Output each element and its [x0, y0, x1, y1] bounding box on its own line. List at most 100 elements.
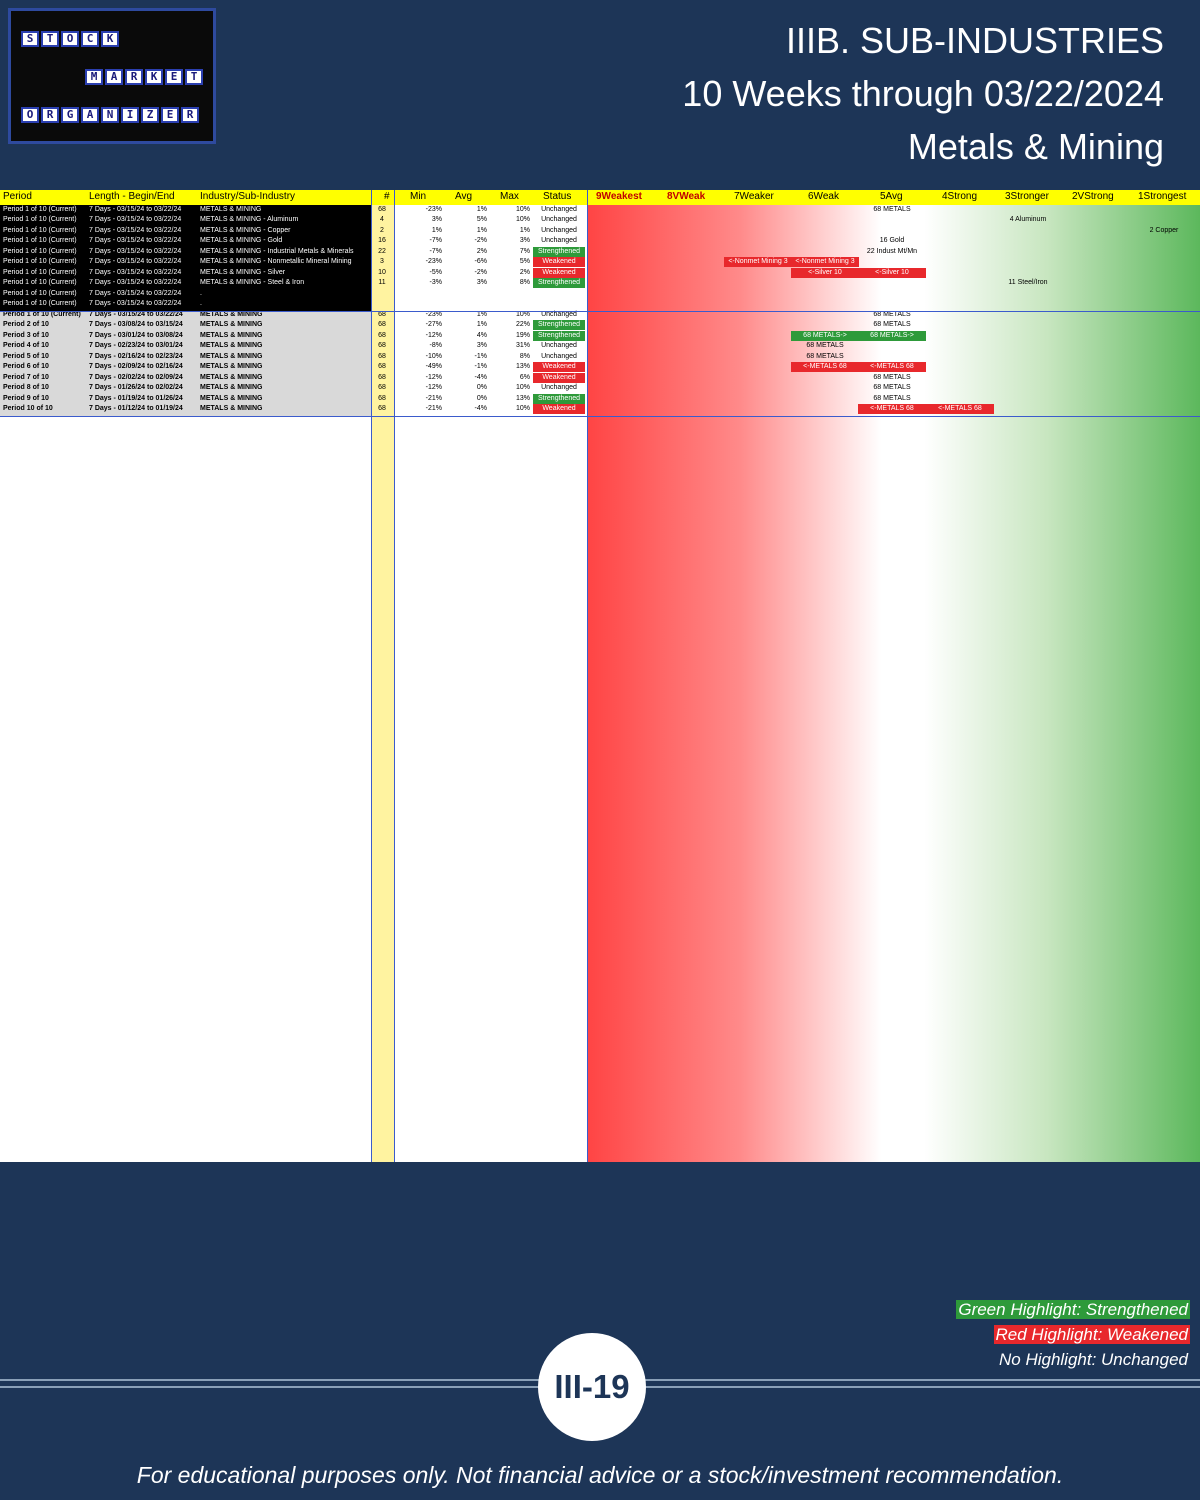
min-cell: -7% — [429, 237, 442, 245]
avg-cell: 0% — [476, 394, 487, 402]
heatmap-cell: 68 METALS — [873, 384, 911, 392]
status-cell: Unchanged — [541, 352, 577, 360]
avg-cell: -4% — [474, 405, 487, 413]
logo-letter-tile: O — [21, 107, 39, 123]
industry-cell: METALS & MINING — [200, 321, 263, 329]
header-8vweak: 8VWeak — [667, 191, 706, 202]
max-cell: 8% — [519, 279, 530, 287]
length-cell: 7 Days - 02/16/24 to 02/23/24 — [89, 352, 183, 360]
count-cell: 68 — [378, 206, 386, 213]
industry-cell: METALS & MINING — [200, 363, 263, 371]
period-cell: Period 1 of 10 (Current) — [3, 247, 77, 255]
table-row: Period 8 of 10 7 Days - 01/26/24 to 02/02… — [0, 383, 1200, 393]
count-cell: 68 — [378, 405, 386, 413]
logo-letter-tile: R — [41, 107, 59, 123]
avg-cell: 2% — [476, 247, 487, 255]
header-status: Status — [543, 191, 572, 202]
title-line-1: IIIB. SUB-INDUSTRIES — [785, 20, 1164, 61]
avg-cell: 0% — [476, 384, 487, 392]
industry-cell: METALS & MINING — [200, 331, 263, 339]
length-cell: 7 Days - 03/15/24 to 03/22/24 — [89, 237, 182, 245]
section-divider — [0, 311, 1200, 312]
count-cell: 68 — [378, 352, 386, 360]
length-cell: 7 Days - 03/15/24 to 03/22/24 — [89, 268, 182, 276]
count-cell: 16 — [378, 237, 386, 245]
max-cell: 10% — [515, 384, 530, 392]
logo-letter-tile: I — [121, 107, 139, 123]
avg-cell: 3% — [476, 342, 487, 350]
logo-letter-tile: R — [125, 69, 143, 85]
header-min: Min — [410, 191, 427, 202]
logo-letter-tile: M — [85, 69, 103, 85]
heatmap-cell: 11 Steel/Iron — [1008, 279, 1048, 287]
logo-letter-tile: E — [165, 69, 183, 85]
header-4strong: 4Strong — [942, 191, 978, 202]
header-5avg: 5Avg — [880, 191, 903, 202]
heatmap-cell: 68 METALS — [873, 373, 911, 381]
count-cell: 4 — [380, 216, 384, 224]
logo-letter-tile: N — [101, 107, 119, 123]
table-row: Period 10 of 10 7 Days - 01/12/24 to 01/1… — [0, 404, 1200, 415]
table-row: Period 1 of 10 (Current) 7 Days - 03/15/2… — [0, 236, 1200, 246]
table-row: Period 1 of 10 (Current) 7 Days - 03/15/2… — [0, 278, 1200, 289]
period-cell: Period 1 of 10 (Current) — [3, 268, 77, 276]
max-cell: 3% — [519, 237, 530, 245]
avg-cell: -6% — [474, 258, 487, 266]
table-row: Period 6 of 10 7 Days - 02/09/24 to 02/16… — [0, 362, 1200, 373]
max-cell: 10% — [515, 405, 530, 413]
heatmap-cell: 68 METALS — [873, 310, 911, 318]
logo-letter-tile: Z — [141, 107, 159, 123]
max-cell: 1% — [519, 226, 530, 234]
max-cell: 10% — [515, 216, 530, 224]
count-cell: 3 — [380, 258, 384, 266]
min-cell: -23% — [425, 310, 442, 318]
industry-cell: METALS & MINING — [200, 394, 263, 402]
industry-cell: METALS & MINING - Steel & Iron — [200, 279, 305, 287]
logo-letter-tile: E — [161, 107, 179, 123]
max-cell: 13% — [515, 394, 530, 402]
section-divider — [0, 416, 1200, 417]
title-line-3: Metals & Mining — [907, 126, 1164, 167]
min-cell: -7% — [429, 247, 442, 255]
logo-letter-tile: T — [185, 69, 203, 85]
length-cell: 7 Days - 03/15/24 to 03/22/24 — [89, 226, 182, 234]
count-cell: 68 — [378, 363, 386, 371]
column-divider — [371, 190, 372, 1162]
length-cell: 7 Days - 03/15/24 to 03/22/24 — [89, 206, 182, 213]
logo-letter-tile: S — [21, 31, 39, 47]
status-cell: Unchanged — [541, 310, 577, 318]
industry-summary-block — [0, 311, 371, 416]
period-cell: Period 7 of 10 — [3, 373, 49, 381]
heatmap-cell: 68 METALS — [806, 352, 844, 360]
table-row: Period 1 of 10 (Current) 7 Days - 03/15/2… — [0, 310, 1200, 320]
header-max: Max — [500, 191, 519, 202]
legend-weakened: Red Highlight: Weakened — [993, 1325, 1190, 1344]
logo-letter-tile: O — [61, 31, 79, 47]
length-cell: 7 Days - 03/15/24 to 03/22/24 — [89, 247, 182, 255]
length-cell: 7 Days - 03/01/24 to 03/08/24 — [89, 331, 183, 339]
avg-cell: -4% — [474, 373, 487, 381]
min-cell: -5% — [429, 268, 442, 276]
status-cell: Unchanged — [541, 237, 577, 245]
avg-cell: -1% — [474, 363, 487, 371]
page-title: IIIB. SUB-INDUSTRIES 10 Weeks through 03… — [682, 14, 1164, 173]
current-period-block — [0, 205, 371, 311]
logo-letter-tile: A — [105, 69, 123, 85]
min-cell: -3% — [429, 279, 442, 287]
period-cell: Period 1 of 10 (Current) — [3, 216, 77, 224]
min-cell: -23% — [425, 206, 442, 213]
period-cell: Period 4 of 10 — [3, 342, 49, 350]
length-cell: 7 Days - 03/15/24 to 03/22/24 — [89, 300, 182, 308]
status-cell: Strengthened — [533, 246, 585, 257]
length-cell: 7 Days - 03/15/24 to 03/22/24 — [89, 289, 182, 297]
status-cell: Unchanged — [541, 206, 577, 213]
industry-cell: . — [200, 300, 202, 308]
heatmap-cell: <-METALS 68 — [791, 362, 859, 373]
legend: Green Highlight: Strengthened Red Highli… — [956, 1297, 1190, 1372]
min-cell: -21% — [425, 394, 442, 402]
industry-cell: METALS & MINING — [200, 384, 263, 392]
status-cell: Weakened — [533, 372, 585, 383]
period-cell: Period 1 of 10 (Current) — [3, 226, 77, 234]
table-row: Period 5 of 10 7 Days - 02/16/24 to 02/23… — [0, 352, 1200, 362]
